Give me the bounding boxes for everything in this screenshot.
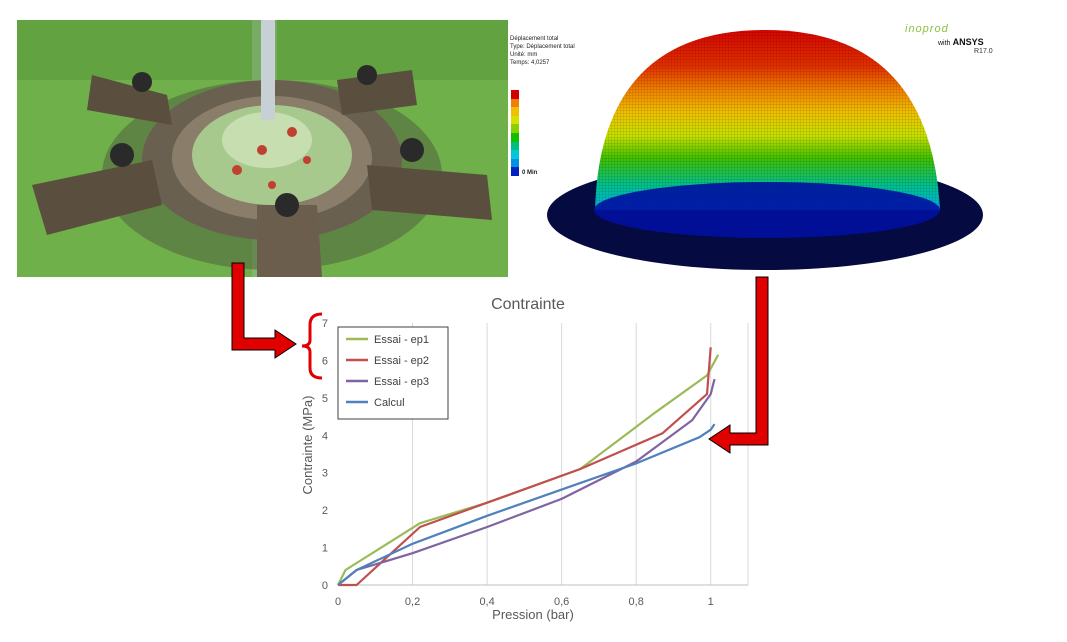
chart-grid [412, 323, 749, 585]
arrow-photo-to-chart [231, 262, 297, 359]
y-tick-label: 1 [322, 543, 328, 555]
legend-entry: Essai - ep2 [374, 355, 429, 367]
colorbar-step [511, 132, 519, 142]
chart-title: Contrainte [491, 296, 565, 313]
chart-legend: Essai - ep1 Essai - ep2 Essai - ep3 Calcul [337, 326, 449, 420]
series-line [337, 378, 716, 586]
x-axis-label: Pression (bar) [492, 607, 574, 622]
y-tick-label: 6 [322, 355, 328, 367]
x-tick-label: 0,2 [405, 596, 420, 608]
y-tick-label: 2 [322, 505, 328, 517]
colorbar-step [511, 158, 519, 168]
fea-legend-text: Déplacement total Type: Déplacement tota… [510, 35, 575, 67]
brand-with: with [938, 40, 951, 47]
colorbar-step [511, 141, 519, 151]
colorbar-step [511, 90, 519, 99]
series-line [337, 423, 716, 586]
y-tick-label: 3 [322, 468, 328, 480]
colorbar-step [511, 115, 519, 125]
colorbar-step [511, 167, 519, 176]
colorbar-step [511, 107, 519, 116]
legend-entry: Essai - ep3 [374, 376, 429, 388]
colorbar-step [511, 150, 519, 159]
brand-product: with ANSYS [938, 37, 984, 47]
x-tick-label: 0,4 [479, 596, 494, 608]
chart-axes: 0 0,2 0,4 0,6 0,8 1 0 1 2 3 4 5 6 7 [322, 318, 748, 608]
fea-legend-line: Type: Déplacement total [510, 44, 575, 50]
test-rig-photo [17, 20, 508, 277]
x-tick-label: 0 [335, 596, 341, 608]
fea-legend-line: Déplacement total [510, 36, 559, 42]
brand-logo-text: inoprod [905, 23, 949, 35]
brand-product-name: ANSYS [952, 37, 984, 47]
colorbar-step [511, 124, 519, 133]
stress-chart: Contrainte 0 0,2 0,4 0,6 0,8 1 0 1 2 3 4 5 6 7 Pressi… [300, 296, 749, 622]
fea-colorbar [511, 90, 519, 176]
legend-entry: Essai - ep1 [374, 334, 429, 346]
x-tick-label: 1 [708, 596, 714, 608]
fea-hemisphere-render [547, 30, 983, 270]
fea-legend-line: Unité: mm [510, 52, 538, 58]
y-tick-label: 4 [322, 430, 328, 442]
chart-series [337, 347, 720, 587]
series-line [338, 347, 712, 587]
y-tick-label: 7 [322, 318, 328, 330]
colorbar-step [511, 98, 519, 108]
fea-min-label: 0 Min [522, 170, 538, 176]
y-axis-label: Contrainte (MPa) [300, 396, 315, 495]
legend-entry: Calcul [374, 397, 405, 409]
brand-version: R17.0 [974, 48, 993, 55]
x-tick-label: 0,6 [554, 596, 569, 608]
fea-legend-line: Temps: 4,0257 [510, 60, 550, 66]
y-tick-label: 0 [322, 580, 328, 592]
legend-box [337, 326, 449, 420]
y-tick-label: 5 [322, 393, 328, 405]
x-tick-label: 0,8 [629, 596, 644, 608]
